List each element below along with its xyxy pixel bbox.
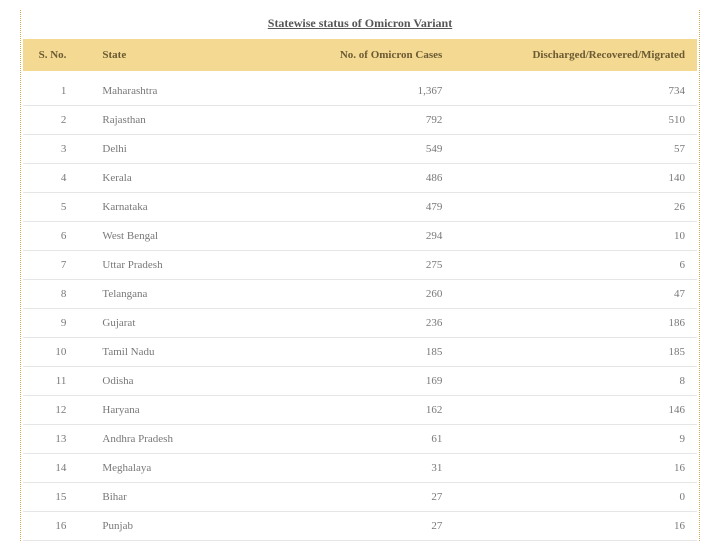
table-row: 9Gujarat236186 xyxy=(23,309,697,338)
cell-sno: 10 xyxy=(23,338,90,367)
cell-sno: 15 xyxy=(23,483,90,512)
cell-sno: 8 xyxy=(23,280,90,309)
cell-sno: 11 xyxy=(23,367,90,396)
table-header-row: S. No. State No. of Omicron Cases Discha… xyxy=(23,39,697,71)
table-row: 14Meghalaya3116 xyxy=(23,454,697,483)
cell-sno: 9 xyxy=(23,309,90,338)
cell-cases: 486 xyxy=(252,164,454,193)
table-row: 4Kerala486140 xyxy=(23,164,697,193)
cell-state: West Bengal xyxy=(90,222,252,251)
cell-state: Gujarat xyxy=(90,309,252,338)
cell-cases: 294 xyxy=(252,222,454,251)
table-row: 13Andhra Pradesh619 xyxy=(23,425,697,454)
cell-sno: 2 xyxy=(23,106,90,135)
table-row: 7Uttar Pradesh2756 xyxy=(23,251,697,280)
cell-state: Punjab xyxy=(90,512,252,541)
cell-state: Rajasthan xyxy=(90,106,252,135)
cell-sno: 3 xyxy=(23,135,90,164)
cell-state: Odisha xyxy=(90,367,252,396)
cell-sno: 14 xyxy=(23,454,90,483)
cell-cases: 260 xyxy=(252,280,454,309)
table-row: 1Maharashtra1,367734 xyxy=(23,71,697,106)
cell-recovered: 10 xyxy=(454,222,697,251)
cell-recovered: 734 xyxy=(454,71,697,106)
cell-recovered: 185 xyxy=(454,338,697,367)
cell-recovered: 6 xyxy=(454,251,697,280)
table-row: 10Tamil Nadu185185 xyxy=(23,338,697,367)
cell-state: Tamil Nadu xyxy=(90,338,252,367)
omicron-table: S. No. State No. of Omicron Cases Discha… xyxy=(23,39,697,541)
cell-state: Kerala xyxy=(90,164,252,193)
col-state: State xyxy=(90,39,252,71)
cell-cases: 185 xyxy=(252,338,454,367)
cell-cases: 792 xyxy=(252,106,454,135)
cell-recovered: 9 xyxy=(454,425,697,454)
cell-cases: 479 xyxy=(252,193,454,222)
cell-state: Meghalaya xyxy=(90,454,252,483)
cell-sno: 1 xyxy=(23,71,90,106)
cell-recovered: 57 xyxy=(454,135,697,164)
cell-sno: 12 xyxy=(23,396,90,425)
cell-cases: 27 xyxy=(252,483,454,512)
cell-recovered: 47 xyxy=(454,280,697,309)
cell-recovered: 8 xyxy=(454,367,697,396)
cell-cases: 275 xyxy=(252,251,454,280)
cell-recovered: 26 xyxy=(454,193,697,222)
cell-state: Haryana xyxy=(90,396,252,425)
cell-recovered: 140 xyxy=(454,164,697,193)
cell-cases: 162 xyxy=(252,396,454,425)
cell-state: Telangana xyxy=(90,280,252,309)
cell-cases: 31 xyxy=(252,454,454,483)
cell-cases: 27 xyxy=(252,512,454,541)
cell-state: Uttar Pradesh xyxy=(90,251,252,280)
table-title: Statewise status of Omicron Variant xyxy=(23,10,697,39)
col-cases: No. of Omicron Cases xyxy=(252,39,454,71)
cell-state: Maharashtra xyxy=(90,71,252,106)
table-row: 6West Bengal29410 xyxy=(23,222,697,251)
table-body: 1Maharashtra1,3677342Rajasthan7925103Del… xyxy=(23,71,697,541)
cell-sno: 13 xyxy=(23,425,90,454)
table-row: 3Delhi54957 xyxy=(23,135,697,164)
cell-recovered: 146 xyxy=(454,396,697,425)
table-row: 2Rajasthan792510 xyxy=(23,106,697,135)
cell-sno: 4 xyxy=(23,164,90,193)
cell-cases: 61 xyxy=(252,425,454,454)
cell-cases: 549 xyxy=(252,135,454,164)
cell-state: Andhra Pradesh xyxy=(90,425,252,454)
table-row: 11Odisha1698 xyxy=(23,367,697,396)
table-container: Statewise status of Omicron Variant S. N… xyxy=(20,10,700,541)
cell-recovered: 510 xyxy=(454,106,697,135)
cell-sno: 5 xyxy=(23,193,90,222)
cell-sno: 6 xyxy=(23,222,90,251)
cell-state: Bihar xyxy=(90,483,252,512)
cell-recovered: 0 xyxy=(454,483,697,512)
col-recovered: Discharged/Recovered/Migrated xyxy=(454,39,697,71)
cell-cases: 236 xyxy=(252,309,454,338)
cell-cases: 169 xyxy=(252,367,454,396)
cell-sno: 7 xyxy=(23,251,90,280)
cell-recovered: 16 xyxy=(454,512,697,541)
cell-sno: 16 xyxy=(23,512,90,541)
cell-cases: 1,367 xyxy=(252,71,454,106)
cell-recovered: 186 xyxy=(454,309,697,338)
cell-state: Karnataka xyxy=(90,193,252,222)
table-row: 5Karnataka47926 xyxy=(23,193,697,222)
table-row: 16Punjab2716 xyxy=(23,512,697,541)
cell-recovered: 16 xyxy=(454,454,697,483)
col-sno: S. No. xyxy=(23,39,90,71)
cell-state: Delhi xyxy=(90,135,252,164)
table-row: 15Bihar270 xyxy=(23,483,697,512)
table-row: 12Haryana162146 xyxy=(23,396,697,425)
table-row: 8Telangana26047 xyxy=(23,280,697,309)
